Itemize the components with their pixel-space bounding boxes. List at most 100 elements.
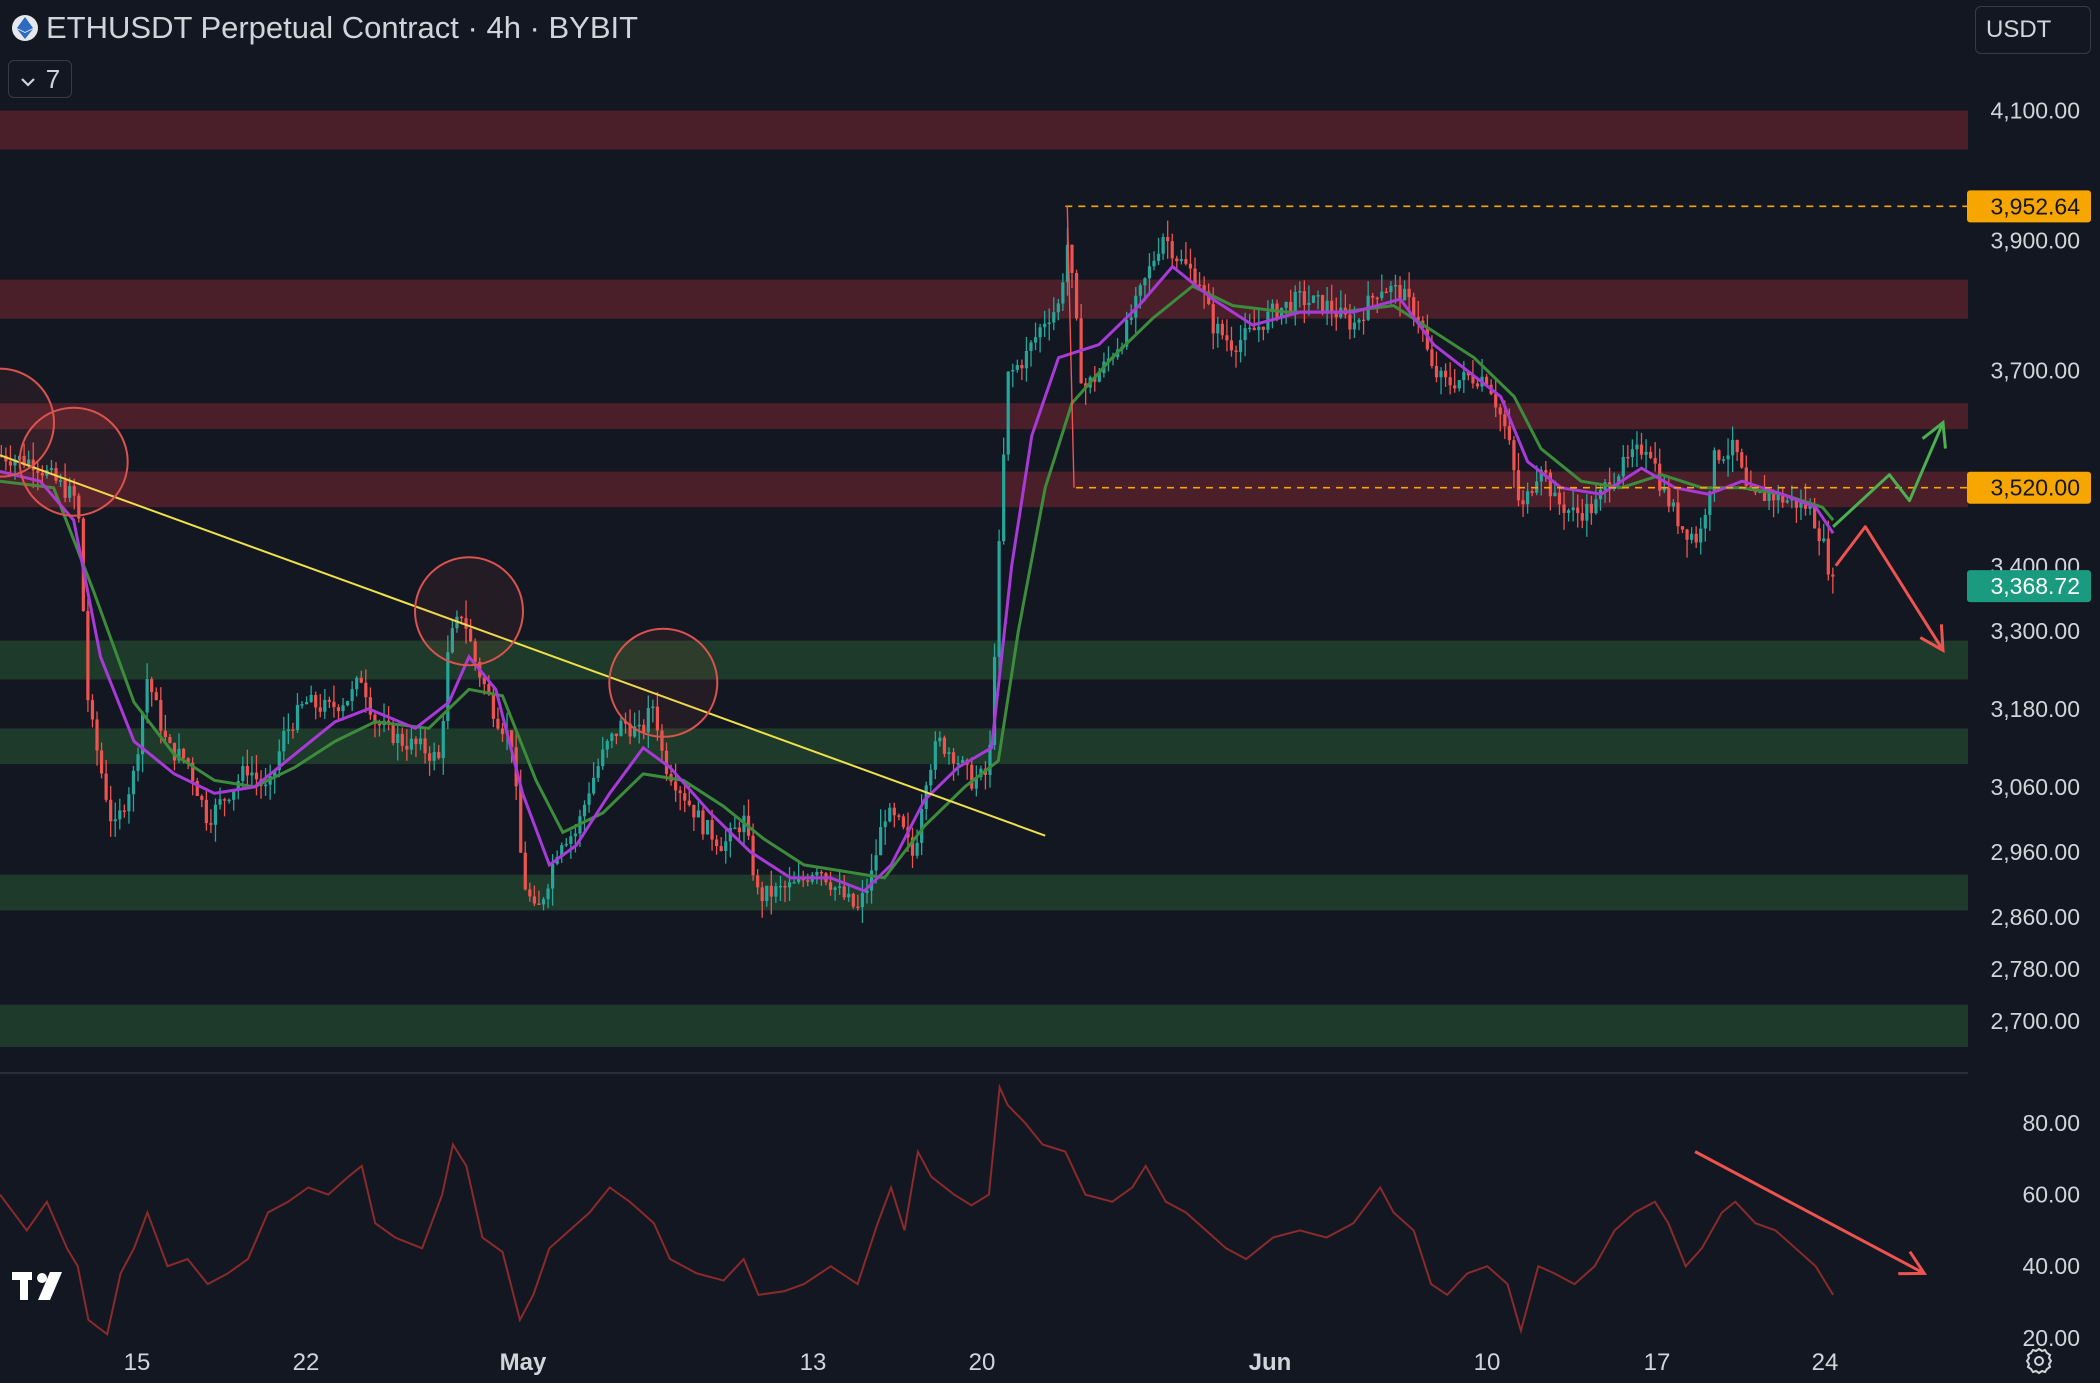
candle	[1717, 449, 1721, 464]
candle	[1831, 567, 1835, 594]
candle	[619, 714, 623, 737]
candle	[929, 764, 933, 794]
candle	[1794, 498, 1799, 523]
touch-circle-0[interactable]	[0, 367, 55, 478]
candle	[774, 882, 778, 903]
candle	[1512, 436, 1516, 489]
candle	[1799, 489, 1803, 521]
time-tick-label: 20	[969, 1349, 996, 1376]
candle	[1781, 486, 1785, 508]
candle	[1498, 403, 1502, 432]
time-axis[interactable]: 15 22 May 13 20 Jun 10 17 24	[124, 1349, 1839, 1376]
rsi-axis[interactable]: 80.00 60.00 40.00 20.00	[2022, 1110, 2080, 1351]
indicator-toggle-button[interactable]: 7	[8, 60, 72, 98]
touch-circle-1[interactable]	[18, 406, 129, 517]
candle	[528, 882, 532, 902]
bullish-projection-arrow[interactable]	[1832, 419, 1947, 528]
candle	[1270, 299, 1275, 329]
candle	[523, 841, 527, 891]
touch-circle-3[interactable]	[608, 627, 719, 738]
currency-select[interactable]: USDT	[1975, 6, 2091, 54]
candle	[1234, 345, 1238, 368]
candle	[368, 687, 372, 720]
candle	[277, 739, 281, 778]
candle	[1630, 439, 1634, 468]
candle	[646, 695, 650, 749]
candle	[719, 837, 723, 852]
candle	[1494, 378, 1498, 418]
candle	[150, 676, 154, 707]
candle	[596, 758, 600, 782]
candle	[651, 699, 655, 723]
candle	[842, 874, 846, 901]
candle	[997, 529, 1001, 675]
candle	[806, 873, 810, 887]
candle	[1361, 308, 1366, 335]
candle	[254, 754, 259, 796]
descending-trendline[interactable]	[0, 454, 1046, 837]
candle	[532, 885, 536, 907]
candle	[1156, 237, 1161, 265]
candle	[341, 697, 345, 721]
candle	[99, 742, 104, 779]
candle	[1826, 520, 1830, 581]
candle	[318, 693, 322, 718]
candle	[1699, 517, 1703, 555]
candle	[500, 722, 505, 743]
candle	[692, 804, 696, 832]
candle	[847, 884, 851, 902]
candle	[409, 725, 413, 755]
bearish-projection-arrow[interactable]	[1834, 525, 1945, 653]
candle	[122, 804, 126, 818]
rsi-divergence-arrow[interactable]	[1694, 1150, 1928, 1276]
touch-circle-2[interactable]	[414, 556, 524, 667]
candle	[1134, 287, 1138, 336]
candle	[765, 885, 769, 907]
candle	[200, 794, 204, 808]
candle	[1038, 323, 1042, 353]
candle	[168, 734, 172, 744]
rsi-tick-label: 40.00	[2022, 1253, 2080, 1279]
chart-title-bar[interactable]: ETHUSDT Perpetual Contract · 4h · BYBIT	[12, 10, 638, 46]
candle	[49, 459, 54, 475]
candle	[54, 462, 58, 484]
candle	[892, 802, 896, 828]
candle	[1293, 285, 1297, 326]
candle	[1220, 319, 1224, 340]
candle	[68, 477, 72, 503]
candle	[1229, 326, 1234, 357]
gear-icon[interactable]	[2024, 1346, 2054, 1381]
candle	[222, 797, 227, 817]
candle	[113, 802, 117, 837]
candle	[95, 711, 99, 766]
candle	[856, 894, 860, 911]
support-zone-2	[0, 874, 1968, 911]
time-tick-label: 22	[293, 1349, 320, 1376]
candle	[1261, 326, 1265, 341]
candle	[195, 777, 199, 797]
candle	[1530, 489, 1534, 497]
candle	[350, 680, 354, 712]
candle	[1238, 325, 1243, 363]
candle	[1457, 379, 1461, 392]
tradingview-logo-icon[interactable]	[12, 1268, 74, 1307]
candle	[63, 463, 67, 503]
candle	[140, 710, 145, 773]
candle	[355, 675, 359, 697]
candle	[1776, 485, 1780, 514]
candle	[605, 739, 609, 758]
candle	[382, 703, 386, 733]
candle	[1056, 298, 1060, 321]
candle	[1658, 448, 1662, 497]
slow-ma-line	[0, 284, 1835, 880]
candle	[1330, 284, 1334, 326]
candle	[1585, 493, 1589, 537]
indicator-count: 7	[45, 63, 61, 94]
candle	[227, 798, 231, 804]
resistance-zone-3	[0, 471, 1968, 508]
price-tick-label: 3,180.00	[1990, 696, 2080, 722]
candle	[1161, 233, 1165, 260]
price-axis[interactable]: 4,100.003,900.003,700.003,400.003,300.00…	[1990, 98, 2080, 1034]
candle	[273, 768, 277, 794]
